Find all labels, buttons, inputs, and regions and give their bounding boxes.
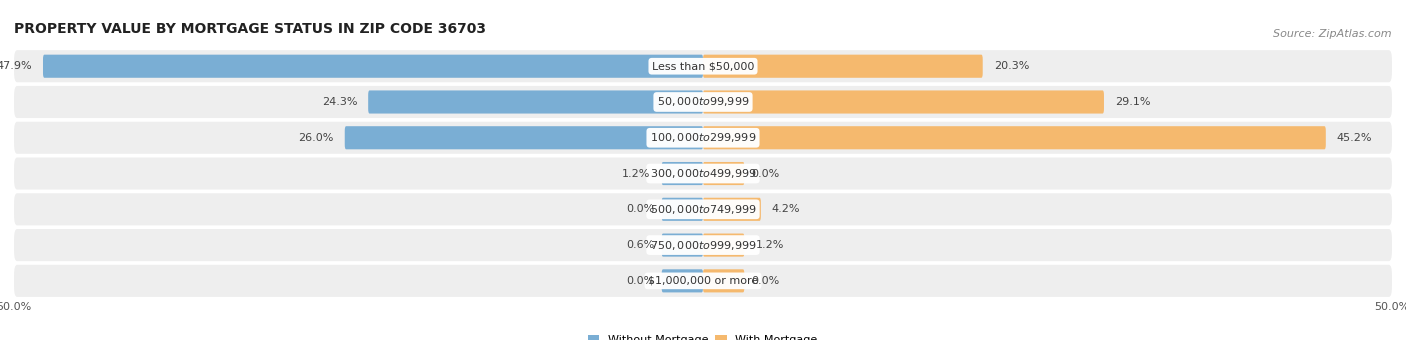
Text: Less than $50,000: Less than $50,000 <box>652 61 754 71</box>
FancyBboxPatch shape <box>14 229 1392 261</box>
Legend: Without Mortgage, With Mortgage: Without Mortgage, With Mortgage <box>583 330 823 340</box>
FancyBboxPatch shape <box>662 198 703 221</box>
FancyBboxPatch shape <box>344 126 703 149</box>
FancyBboxPatch shape <box>14 193 1392 225</box>
Text: 45.2%: 45.2% <box>1337 133 1372 143</box>
Text: 1.2%: 1.2% <box>755 240 783 250</box>
Text: Source: ZipAtlas.com: Source: ZipAtlas.com <box>1274 29 1392 39</box>
FancyBboxPatch shape <box>662 162 703 185</box>
Text: 1.2%: 1.2% <box>623 169 651 178</box>
Text: 29.1%: 29.1% <box>1115 97 1150 107</box>
FancyBboxPatch shape <box>368 90 703 114</box>
Text: 0.0%: 0.0% <box>627 276 655 286</box>
FancyBboxPatch shape <box>703 126 1326 149</box>
Text: $750,000 to $999,999: $750,000 to $999,999 <box>650 239 756 252</box>
Text: $1,000,000 or more: $1,000,000 or more <box>648 276 758 286</box>
FancyBboxPatch shape <box>14 157 1392 190</box>
Text: 0.0%: 0.0% <box>751 169 779 178</box>
Text: 26.0%: 26.0% <box>298 133 333 143</box>
FancyBboxPatch shape <box>14 265 1392 297</box>
FancyBboxPatch shape <box>14 86 1392 118</box>
FancyBboxPatch shape <box>703 269 744 292</box>
FancyBboxPatch shape <box>703 90 1104 114</box>
Text: 4.2%: 4.2% <box>772 204 800 214</box>
Text: PROPERTY VALUE BY MORTGAGE STATUS IN ZIP CODE 36703: PROPERTY VALUE BY MORTGAGE STATUS IN ZIP… <box>14 22 486 36</box>
Text: 0.0%: 0.0% <box>627 204 655 214</box>
FancyBboxPatch shape <box>703 55 983 78</box>
Text: $500,000 to $749,999: $500,000 to $749,999 <box>650 203 756 216</box>
FancyBboxPatch shape <box>44 55 703 78</box>
Text: $100,000 to $299,999: $100,000 to $299,999 <box>650 131 756 144</box>
Text: 47.9%: 47.9% <box>0 61 32 71</box>
Text: 0.0%: 0.0% <box>751 276 779 286</box>
FancyBboxPatch shape <box>703 162 744 185</box>
FancyBboxPatch shape <box>14 50 1392 82</box>
FancyBboxPatch shape <box>662 269 703 292</box>
FancyBboxPatch shape <box>662 234 703 257</box>
Text: 20.3%: 20.3% <box>994 61 1029 71</box>
Text: $50,000 to $99,999: $50,000 to $99,999 <box>657 96 749 108</box>
Text: $300,000 to $499,999: $300,000 to $499,999 <box>650 167 756 180</box>
FancyBboxPatch shape <box>703 234 744 257</box>
Text: 0.6%: 0.6% <box>627 240 655 250</box>
FancyBboxPatch shape <box>14 122 1392 154</box>
FancyBboxPatch shape <box>703 198 761 221</box>
Text: 24.3%: 24.3% <box>322 97 357 107</box>
